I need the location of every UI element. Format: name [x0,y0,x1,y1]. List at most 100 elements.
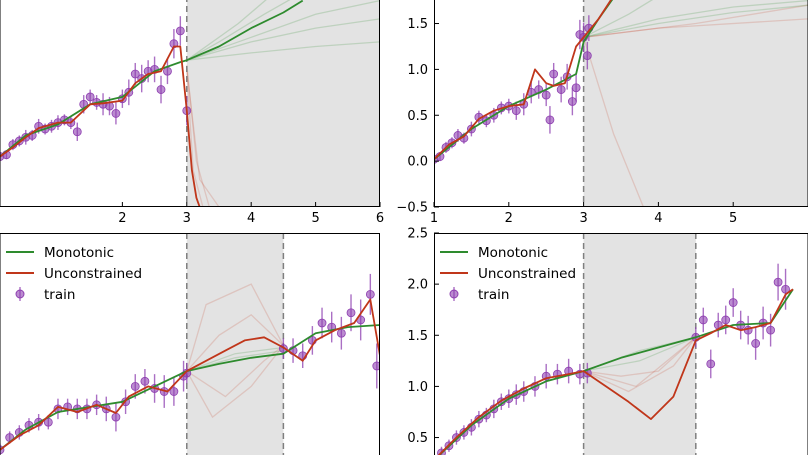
panel-bottom-left: Monotonic Unconstrained train [0,233,380,455]
train-point [728,298,738,307]
y-tick-label: −0.5 [396,201,428,216]
legend-train-swatch [449,289,459,299]
x-tick-label: 5 [729,211,737,226]
y-tick-label: 1.5 [407,329,428,344]
unconstrained-line [437,288,794,455]
train-point [169,387,179,396]
y-tick-label: 0.5 [407,431,428,446]
faint-unconstrained-curve [583,336,697,393]
train-point [372,361,380,371]
train-point [85,92,95,102]
legend-monotonic-label: Monotonic [44,245,114,261]
faint-unconstrained-curve [583,336,697,388]
train-point [130,69,140,79]
faint-unconstrained-curve [583,4,808,38]
y-tick-label: 1.0 [407,380,428,395]
plot-area [0,0,380,207]
faint-unconstrained-curve [583,18,808,38]
train-point [556,85,566,94]
shaded-region [583,233,696,455]
x-tick-label: 2 [118,211,126,226]
legend-monotonic-label: Monotonic [478,245,548,261]
faint-monotonic-curve [186,41,380,61]
train-point [781,284,790,294]
faint-unconstrained-curve [186,345,284,419]
x-tick-label: 4 [654,211,662,226]
x-tick-label: 4 [247,211,255,226]
train-point [721,315,731,325]
monotonic-line [438,288,794,455]
train-point [698,315,708,325]
legend-train-swatch [15,289,25,299]
unconstrained-line [434,0,612,160]
train-point [72,127,82,137]
train-point [140,376,150,386]
faint-unconstrained-curve [186,313,284,372]
panel-top-left: 2 3 4 5 6 [0,0,384,226]
train-point [773,277,783,287]
train-point [111,412,121,422]
panel-bottom-right: 0.5 1.0 1.5 2.0 2.5 Monotonic Unconstrained tra… [407,227,808,455]
y-tick-label: 0.5 [407,109,428,124]
x-tick-label: 5 [311,211,319,226]
train-point [130,382,140,391]
faint-unconstrained-curve [186,69,204,207]
x-tick-label: 2 [505,211,513,226]
faint-monotonic-curve [583,0,808,38]
x-tick-label: 3 [183,211,191,226]
legend-train-label: train [44,287,75,303]
y-tick-label: 2.0 [407,278,428,293]
legend-unconstrained-label: Unconstrained [478,266,576,282]
faint-unconstrained-curve [186,344,284,398]
train-point [571,83,581,93]
faint-monotonic-curve [583,4,808,38]
train-point [541,90,551,100]
shaded-region [583,0,808,207]
legend-train-label: train [478,287,509,303]
faint-monotonic-curve [186,0,267,61]
train-point [511,106,521,116]
faint-unconstrained-curve [186,64,210,207]
plot-area [0,233,380,455]
faint-monotonic-curve [583,0,654,38]
legend: Monotonic Unconstrained train [440,245,576,303]
train-point [346,308,356,318]
unconstrained-line [0,298,380,451]
train-point [549,69,559,79]
train-point [567,97,577,106]
faint-monotonic-curve [186,0,380,61]
train-point [582,51,592,61]
x-tick-label: 3 [579,211,587,226]
panel-top-right: 1 2 3 4 5 −0.5 0.0 0.5 1.0 1.5 [396,0,808,226]
plot-area [434,233,794,455]
x-tick-label: 1 [430,211,438,226]
train-point [317,318,327,328]
monotonic-line [0,0,304,158]
train-point [545,115,555,125]
x-tick-label: 6 [376,211,384,226]
train-point [175,26,185,36]
train-point [156,85,166,94]
train-point [766,325,775,335]
legend-unconstrained-label: Unconstrained [44,266,142,282]
y-tick-label: 1.5 [407,17,428,32]
plot-area [434,0,808,207]
y-tick-label: 2.5 [407,227,428,242]
shaded-region [186,233,284,455]
train-point [365,289,375,299]
train-point [111,109,121,118]
faint-monotonic-curve [186,0,291,61]
train-point [336,328,346,338]
faint-monotonic-curve [186,346,284,372]
legend: Monotonic Unconstrained train [6,245,142,303]
unconstrained-line [0,45,201,207]
faint-monotonic-curve [186,18,380,61]
faint-unconstrained-curve [583,336,697,377]
y-tick-label: 0.0 [407,155,428,170]
train-point [706,359,716,369]
train-point [751,339,761,348]
y-tick-label: 1.0 [407,63,428,78]
faint-unconstrained-curve [582,37,645,207]
faint-unconstrained-curve [186,69,220,207]
